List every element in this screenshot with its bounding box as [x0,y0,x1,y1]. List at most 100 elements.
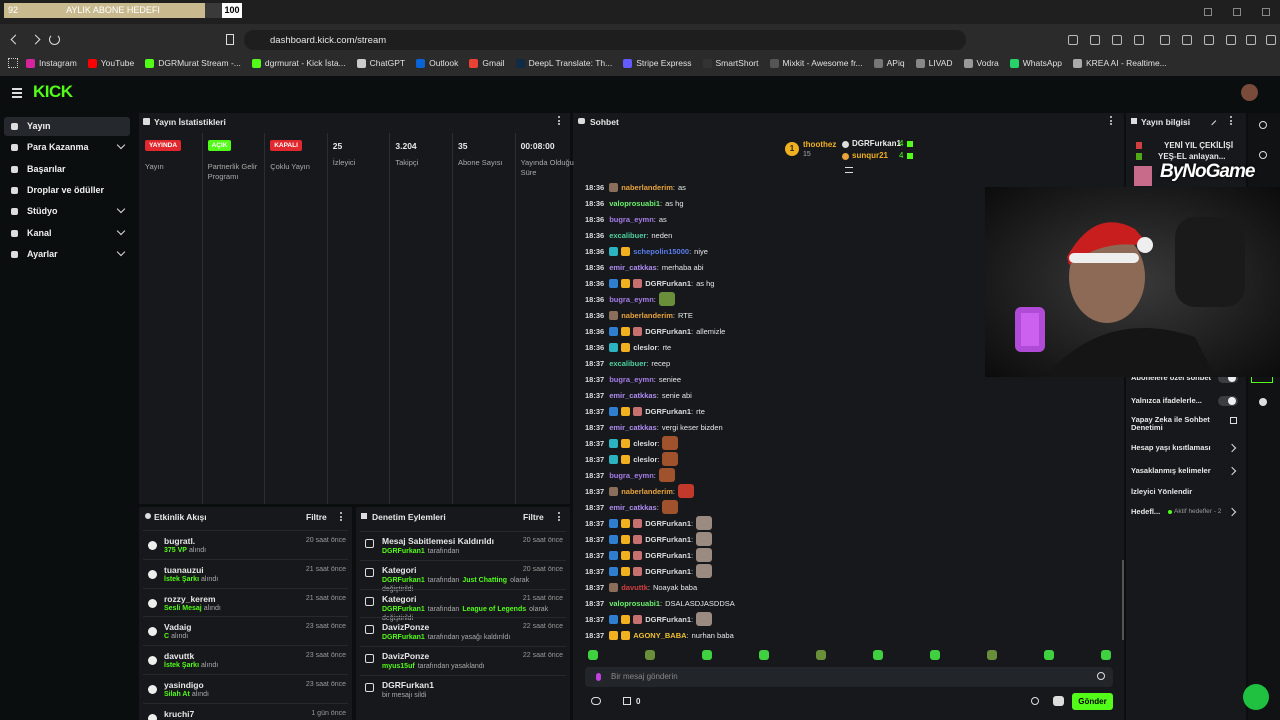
toggle[interactable] [1218,396,1238,406]
username[interactable]: bugra_eymn [609,294,654,304]
username[interactable]: naberlanderim [621,310,673,320]
item-reward: Silah At [164,691,190,698]
nav-item[interactable]: Başarılar [4,160,130,179]
nav-item[interactable]: Stüdyo [4,202,130,221]
username[interactable]: naberlanderim [621,182,673,192]
bookmark[interactable]: Vodra [963,58,999,68]
send-button[interactable]: Gönder [1072,693,1113,710]
username[interactable]: DGRFurkan1 [645,518,692,528]
bookmark[interactable]: KREA AI - Realtime... [1072,58,1167,68]
menu-button[interactable] [557,116,561,126]
username[interactable]: emir_catkkas [609,502,657,512]
bookmark[interactable]: DeepL Translate: Th... [515,58,612,68]
username[interactable]: schepolin15000 [633,246,690,256]
user-badge [609,454,619,464]
logo[interactable]: KICK [33,82,73,101]
leader-name: thoothez [803,140,837,149]
detail-part: myus15uf [382,663,415,671]
menu-toggle[interactable] [12,88,22,98]
setting-label[interactable]: Hedefl... [1131,508,1161,516]
dot [558,123,560,125]
bookmark[interactable]: DGRMurat Stream -... [145,58,241,68]
username[interactable]: bugra_eymn [609,374,654,384]
url[interactable]: dashboard.kick.com/stream [270,35,387,46]
bookmark[interactable]: dgrmurat - Kick İsta... [251,58,346,68]
leader-name: sunqur21 [852,151,889,160]
username[interactable]: cleslor [633,454,658,464]
chat-message: 18:37 valoprosuabi1: DSALASDJASDDSA [585,596,735,610]
nav-item[interactable]: Para Kazanma [4,138,130,157]
username[interactable]: DGRFurkan1 [645,614,692,624]
filter-button[interactable]: Filtre [523,512,544,522]
nav-item[interactable]: Droplar ve ödüller [4,181,130,200]
separator: : [691,614,694,624]
bookmark-icon [963,58,973,68]
username[interactable]: naberlanderim [621,486,673,496]
username[interactable]: DGRFurkan1 [645,406,692,416]
username[interactable]: cleslor [633,342,658,352]
metric-label: İzleyici [332,158,356,167]
nav-icon [11,165,18,173]
username[interactable]: emir_catkkas [609,390,657,400]
bookmark[interactable]: Gmail [469,58,505,68]
moderation-panel [356,507,570,720]
menu-button[interactable] [339,512,343,522]
username[interactable]: DGRFurkan1 [645,566,692,576]
bookmark[interactable]: Outlook [416,58,458,68]
username[interactable]: DGRFurkan1 [645,278,692,288]
username[interactable]: davuttk [621,582,648,592]
bookmark[interactable]: Mixkit - Awesome fr... [769,58,863,68]
bookmark[interactable]: SmartShort [702,58,759,68]
bookmark[interactable]: Instagram [26,58,77,68]
item-icon [148,656,157,666]
bookmark[interactable]: LIVAD [915,58,953,68]
bookmark[interactable]: WhatsApp [1009,58,1062,68]
setting-label[interactable]: İzleyici Yönlendir [1131,488,1193,496]
separator: : [653,294,656,304]
avatar [1241,84,1258,101]
username[interactable]: emir_catkkas [609,422,657,432]
bookmark-label: KREA AI - Realtime... [1085,58,1167,68]
detail-part: DGRFurkan1 [382,605,425,613]
bookmark[interactable]: YouTube [87,58,134,68]
nav-item[interactable]: Yayın [4,117,130,136]
bookmark[interactable]: ChatGPT [356,58,405,68]
username[interactable]: valoprosuabi1 [609,598,661,608]
username[interactable]: bugra_eymn [609,214,654,224]
setting-label[interactable]: Yalnızca ifadelerle... [1131,397,1202,405]
setting-label[interactable]: Hesap yaşı kısıtlaması [1131,444,1211,452]
username[interactable]: cleslor [633,438,658,448]
toggle[interactable] [1218,373,1238,383]
chat-message: 18:37 bugra_eymn: seniee [585,372,681,386]
bookmark[interactable]: Stripe Express [623,58,692,68]
item-time: 23 saat önce [305,623,346,631]
setting-label[interactable]: Abonelere özel sohbet [1131,374,1212,382]
username[interactable]: emir_catkkas [609,262,657,272]
nav-item[interactable]: Kanal [4,224,130,243]
separator: : [672,310,675,320]
username[interactable]: bugra_eymn [609,470,654,480]
bookmark-icon [915,58,925,68]
username[interactable]: excalibuer [609,230,647,240]
chat-placeholder[interactable]: Bir mesaj gönderin [611,672,678,681]
username[interactable]: AGONY_BABA [633,630,687,640]
menu-button[interactable] [1109,116,1113,126]
setting-label[interactable]: Yasaklanmış kelimeler [1131,467,1211,475]
menu-button[interactable] [557,512,561,522]
username[interactable]: DGRFurkan1 [645,326,692,336]
filter-button[interactable]: Filtre [306,512,327,522]
bookmark[interactable]: APiq [873,58,905,68]
username[interactable]: DGRFurkan1 [645,550,692,560]
menu-button[interactable] [1229,116,1233,126]
bookmark-icon [87,58,97,68]
chat-message: 18:36 naberlanderim: RTE [585,308,693,322]
username[interactable]: DGRFurkan1 [645,534,692,544]
setting-label[interactable]: Yapay Zeka ile Sohbet Denetimi [1131,416,1210,432]
username[interactable]: valoprosuabi1 [609,198,661,208]
separator: : [672,182,675,192]
username[interactable]: excalibuer [609,358,647,368]
item-time: 23 saat önce [305,652,346,660]
bookmark-icon [416,58,426,68]
nav-item[interactable]: Ayarlar [4,245,130,264]
stream-title: YENİ YIL ÇEKİLİŞİ [1164,141,1234,150]
